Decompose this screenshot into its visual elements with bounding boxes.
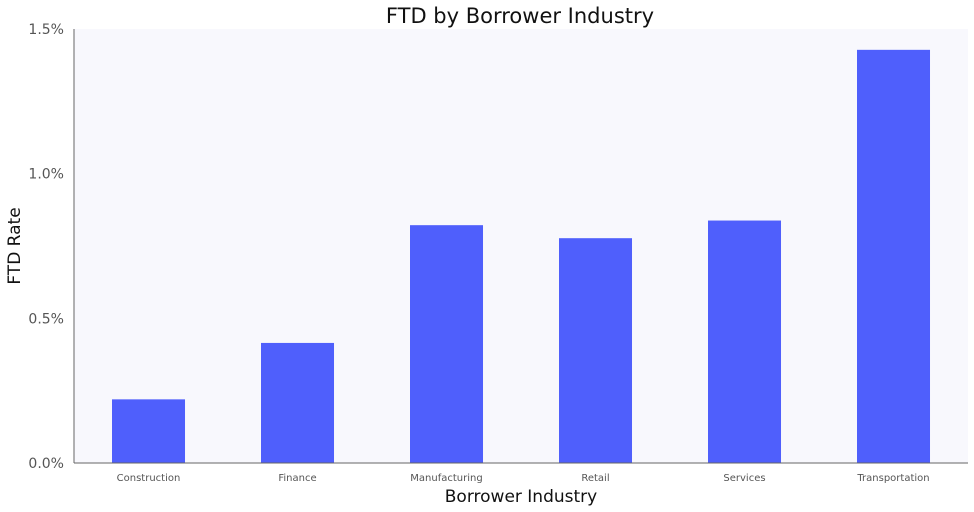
bar-transportation bbox=[857, 49, 931, 463]
x-tick-label: Manufacturing bbox=[410, 473, 482, 484]
bar-services bbox=[708, 220, 782, 463]
y-tick-label: 0.0% bbox=[28, 456, 64, 472]
x-axis-label: Borrower Industry bbox=[445, 487, 597, 507]
y-ticks: 0.0% 0.5% 1.0% 1.5% bbox=[28, 22, 64, 472]
bar-finance bbox=[261, 342, 335, 463]
x-tick-label: Retail bbox=[581, 473, 609, 484]
bar-retail bbox=[559, 238, 633, 463]
plot-area bbox=[74, 29, 968, 463]
x-ticks: Construction Finance Manufacturing Retail Se… bbox=[117, 473, 930, 484]
y-tick-label: 0.5% bbox=[28, 311, 64, 327]
chart-title: FTD by Borrower Industry bbox=[386, 4, 654, 28]
y-axis-label: FTD Rate bbox=[5, 207, 25, 284]
y-tick-label: 1.5% bbox=[28, 22, 64, 38]
bar-manufacturing bbox=[410, 225, 484, 463]
bars-layer bbox=[112, 49, 931, 463]
x-tick-label: Finance bbox=[278, 473, 316, 484]
y-tick-label: 1.0% bbox=[28, 167, 64, 183]
bar-construction bbox=[112, 399, 186, 463]
x-tick-label: Construction bbox=[117, 473, 181, 484]
x-tick-label: Transportation bbox=[856, 473, 929, 484]
x-tick-label: Services bbox=[723, 473, 765, 484]
